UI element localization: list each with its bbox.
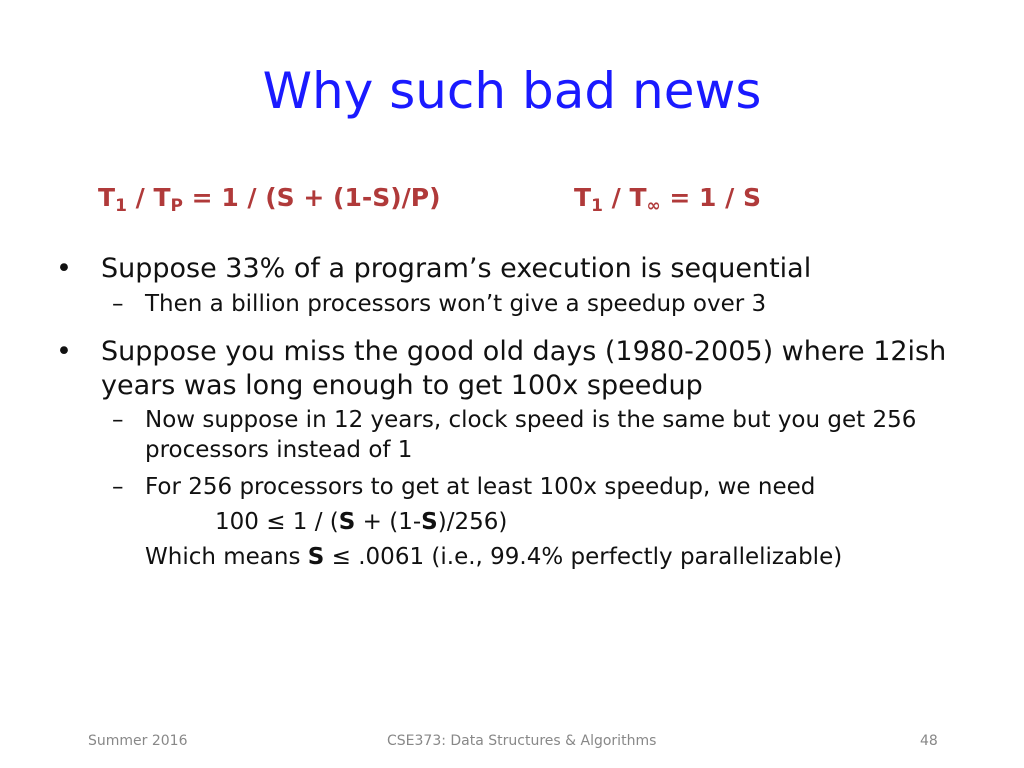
speedup-formula: T1 / TP = 1 / (S + (1-S)/P): [98, 183, 441, 215]
formula-rhs: = 1 / (S + (1-S)/P): [182, 183, 441, 212]
conclusion-part: ≤ .0061 (i.e., 99.4% perfectly paralleli…: [324, 544, 843, 571]
formula-rhs: = 1 / S: [660, 183, 761, 212]
formula-sub-infinity: ∞: [646, 196, 661, 216]
sub-bullet-text: For 256 processors to get at least 100x …: [145, 473, 816, 500]
sub-bullet-marker: –: [112, 407, 124, 434]
bullet-marker: •: [56, 253, 72, 284]
footer-page-number: 48: [920, 733, 938, 749]
sub-bullet-marker: –: [112, 473, 124, 500]
formula-sub-1: 1: [115, 196, 127, 216]
slide-title: Why such bad news: [262, 62, 762, 120]
sub-bullet-text: Then a billion processors won’t give a s…: [145, 290, 767, 317]
conclusion-s: S: [307, 544, 325, 571]
formula-tinf: / T: [602, 183, 647, 212]
inequality-equation: 100 ≤ 1 / (S + (1-S)/256): [145, 508, 956, 537]
bullet-text: Suppose you miss the good old days (1980…: [101, 335, 947, 401]
formula-t1: T: [574, 183, 592, 212]
equation-s: S: [338, 509, 356, 536]
equation-part: + (1-: [355, 509, 422, 536]
bullet-text: Suppose 33% of a program’s execution is …: [101, 253, 812, 284]
formula-sub-p: P: [170, 196, 183, 216]
sub-bullet-item: – Then a billion processors won’t give a…: [101, 290, 956, 319]
bullet-list: • Suppose 33% of a program’s execution i…: [56, 252, 956, 582]
equation-part: 100 ≤ 1 / (: [215, 509, 339, 536]
sub-bullet-item: – Now suppose in 12 years, clock speed i…: [101, 406, 956, 464]
sub-bullet-text: Now suppose in 12 years, clock speed is …: [145, 407, 917, 463]
footer-course: CSE373: Data Structures & Algorithms: [387, 733, 657, 749]
formula-t1: T: [98, 183, 116, 212]
sub-bullet-marker: –: [112, 290, 124, 317]
footer-date: Summer 2016: [88, 733, 188, 749]
bullet-item: • Suppose you miss the good old days (19…: [56, 335, 956, 573]
conclusion-part: Which means: [145, 544, 308, 571]
conclusion-line: Which means S ≤ .0061 (i.e., 99.4% perfe…: [145, 543, 956, 572]
infinite-speedup-formula: T1 / T∞ = 1 / S: [574, 183, 761, 215]
bullet-item: • Suppose 33% of a program’s execution i…: [56, 252, 956, 319]
sub-bullet-item: – For 256 processors to get at least 100…: [101, 473, 956, 573]
equation-s: S: [421, 509, 438, 536]
formula-sub-1: 1: [591, 196, 603, 216]
bullet-marker: •: [56, 335, 72, 367]
equation-part: )/256): [437, 509, 508, 536]
formula-tp: / T: [126, 183, 171, 212]
